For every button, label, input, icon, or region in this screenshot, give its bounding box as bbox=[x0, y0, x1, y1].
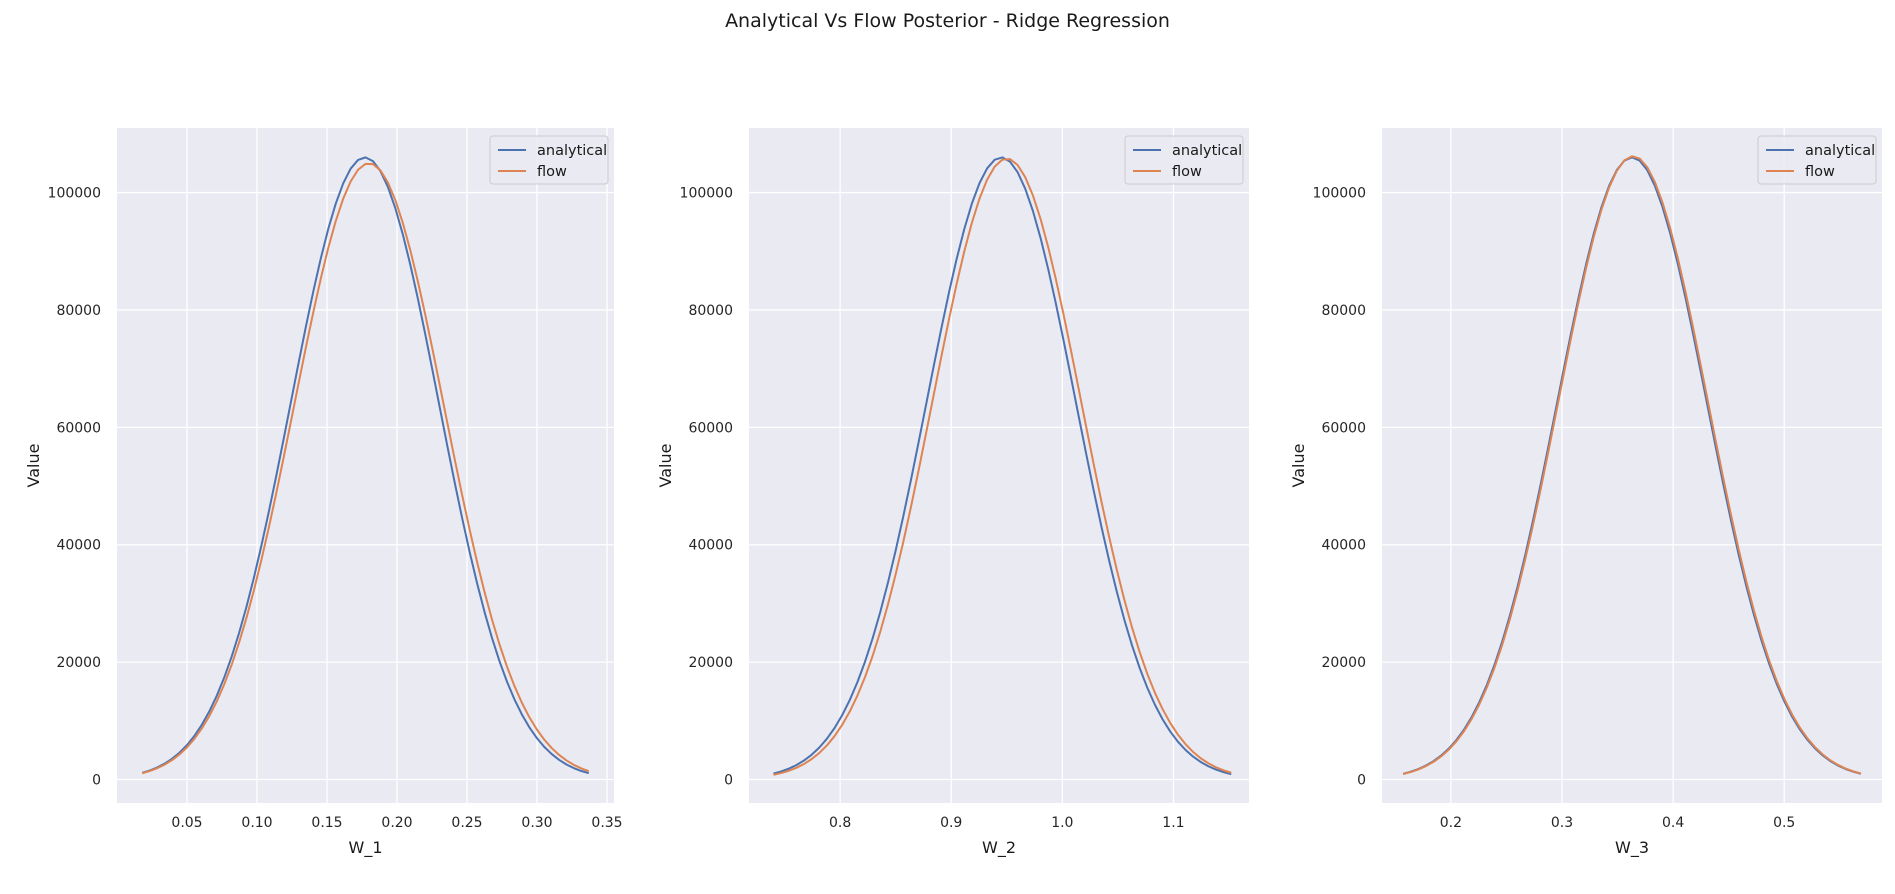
y-tick-label: 60000 bbox=[56, 420, 101, 436]
legend-label-flow: flow bbox=[1172, 164, 1202, 180]
y-tick-label: 80000 bbox=[1321, 303, 1366, 319]
y-tick-label: 80000 bbox=[688, 303, 733, 319]
legend-label-flow: flow bbox=[537, 164, 567, 180]
x-tick-label: 0.3 bbox=[1551, 815, 1573, 831]
x-tick-label: 0.25 bbox=[451, 815, 482, 831]
x-tick-label: 0.20 bbox=[381, 815, 412, 831]
y-tick-label: 0 bbox=[724, 773, 733, 789]
legend-label-analytical: analytical bbox=[537, 143, 607, 159]
x-tick-label: 0.9 bbox=[940, 815, 962, 831]
x-tick-label: 0.15 bbox=[311, 815, 342, 831]
legend: analytical flow bbox=[1757, 135, 1877, 185]
plot-background bbox=[1382, 128, 1882, 803]
x-axis-label: W_2 bbox=[982, 838, 1016, 858]
y-tick-label: 40000 bbox=[1321, 538, 1366, 554]
y-tick-label: 0 bbox=[92, 773, 101, 789]
x-axis-label: W_3 bbox=[1615, 838, 1649, 858]
plot-background bbox=[117, 128, 614, 803]
y-tick-label: 80000 bbox=[56, 303, 101, 319]
series-line-analytical bbox=[773, 156, 1232, 776]
plot-background bbox=[749, 128, 1249, 803]
series-line-flow bbox=[1402, 155, 1862, 775]
x-tick-label: 0.4 bbox=[1662, 815, 1684, 831]
series-line-flow bbox=[141, 162, 590, 775]
x-tick-label: 0.35 bbox=[591, 815, 622, 831]
y-axis-label: Value bbox=[656, 444, 675, 488]
subplot-2: 0.8 0.9 1.0 1.1 0 20000 40000 60000 80000 100000 W… bbox=[656, 128, 1249, 858]
x-tick-label: 0.05 bbox=[171, 815, 202, 831]
y-axis-label: Value bbox=[24, 444, 43, 488]
x-tick-label: 0.5 bbox=[1773, 815, 1795, 831]
y-tick-label: 40000 bbox=[688, 538, 733, 554]
x-tick-label: 1.0 bbox=[1051, 815, 1073, 831]
y-tick-label: 100000 bbox=[680, 186, 733, 202]
series-line-analytical bbox=[141, 156, 590, 775]
y-tick-label: 60000 bbox=[1321, 420, 1366, 436]
y-tick-label: 100000 bbox=[1313, 186, 1366, 202]
x-axis-label: W_1 bbox=[349, 838, 383, 858]
y-tick-label: 0 bbox=[1357, 773, 1366, 789]
x-tick-label: 0.30 bbox=[521, 815, 552, 831]
x-tick-label: 0.2 bbox=[1440, 815, 1462, 831]
y-tick-label: 40000 bbox=[56, 538, 101, 554]
y-tick-label: 100000 bbox=[48, 186, 101, 202]
y-axis-label: Value bbox=[1289, 444, 1308, 488]
x-tick-label: 0.8 bbox=[829, 815, 851, 831]
subplot-3: 0.2 0.3 0.4 0.5 0 20000 40000 60000 80000 100000 W… bbox=[1289, 128, 1882, 858]
legend-label-analytical: analytical bbox=[1805, 143, 1875, 159]
x-tick-label: 1.1 bbox=[1162, 815, 1184, 831]
legend: analytical flow bbox=[1124, 135, 1244, 185]
legend: analytical flow bbox=[489, 135, 609, 185]
y-tick-label: 20000 bbox=[688, 655, 733, 671]
y-tick-label: 20000 bbox=[56, 655, 101, 671]
legend-label-analytical: analytical bbox=[1172, 143, 1242, 159]
figure-title: Analytical Vs Flow Posterior - Ridge Reg… bbox=[725, 10, 1170, 32]
legend-label-flow: flow bbox=[1805, 164, 1835, 180]
x-tick-label: 0.10 bbox=[241, 815, 272, 831]
y-tick-label: 20000 bbox=[1321, 655, 1366, 671]
subplot-1: 0.05 0.10 0.15 0.20 0.25 0.30 0.35 0 20000 40000 6… bbox=[24, 128, 623, 858]
series-line-flow bbox=[773, 158, 1232, 776]
y-tick-label: 60000 bbox=[688, 420, 733, 436]
